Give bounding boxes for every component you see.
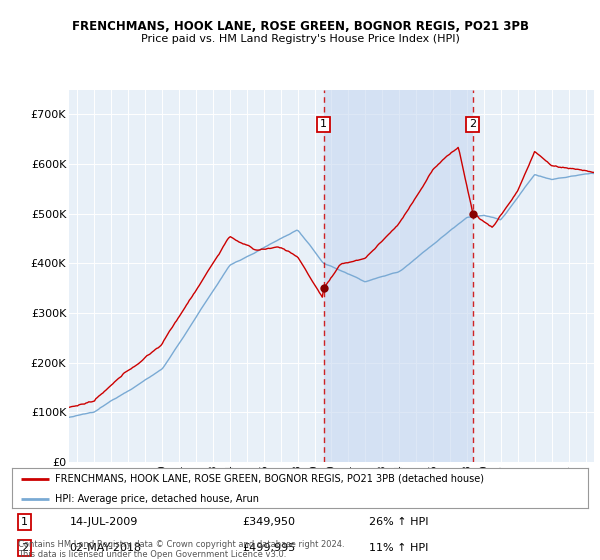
- Bar: [324, 90, 473, 462]
- Text: 1: 1: [320, 119, 327, 129]
- Text: FRENCHMANS, HOOK LANE, ROSE GREEN, BOGNOR REGIS, PO21 3PB (detached house): FRENCHMANS, HOOK LANE, ROSE GREEN, BOGNO…: [55, 474, 484, 484]
- Text: £349,950: £349,950: [242, 517, 295, 527]
- Text: HPI: Average price, detached house, Arun: HPI: Average price, detached house, Arun: [55, 494, 259, 504]
- Text: 26% ↑ HPI: 26% ↑ HPI: [369, 517, 428, 527]
- Text: £499,995: £499,995: [242, 543, 296, 553]
- Text: Contains HM Land Registry data © Crown copyright and database right 2024.
This d: Contains HM Land Registry data © Crown c…: [18, 540, 344, 559]
- Text: 02-MAY-2018: 02-MAY-2018: [70, 543, 142, 553]
- Text: Price paid vs. HM Land Registry's House Price Index (HPI): Price paid vs. HM Land Registry's House …: [140, 34, 460, 44]
- Text: 2: 2: [469, 119, 476, 129]
- Text: 11% ↑ HPI: 11% ↑ HPI: [369, 543, 428, 553]
- Text: 2: 2: [21, 543, 28, 553]
- Text: 1: 1: [21, 517, 28, 527]
- Text: FRENCHMANS, HOOK LANE, ROSE GREEN, BOGNOR REGIS, PO21 3PB: FRENCHMANS, HOOK LANE, ROSE GREEN, BOGNO…: [71, 20, 529, 32]
- Text: 14-JUL-2009: 14-JUL-2009: [70, 517, 138, 527]
